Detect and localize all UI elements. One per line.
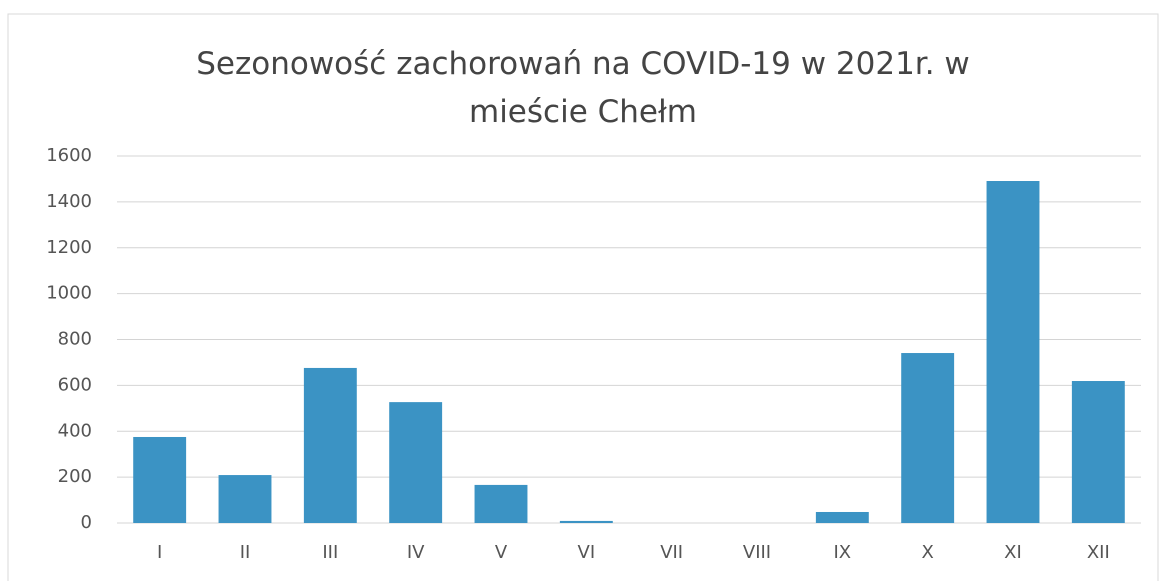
bar (218, 475, 272, 523)
bar (815, 511, 869, 523)
bar (901, 353, 955, 523)
bar (1071, 381, 1125, 523)
x-tick-label: VI (578, 542, 596, 563)
bar (474, 484, 528, 523)
x-tick-label: XI (1004, 542, 1022, 563)
y-tick-label: 400 (58, 420, 92, 441)
x-tick-label: I (157, 542, 162, 563)
bar (389, 402, 443, 523)
x-tick-label: X (921, 542, 933, 563)
x-tick-label: VIII (743, 542, 771, 563)
bar (133, 436, 187, 523)
y-tick-label: 1600 (46, 145, 92, 166)
y-tick-label: 0 (81, 512, 92, 533)
x-tick-label: VII (660, 542, 683, 563)
bar (559, 520, 613, 523)
x-tick-label: XII (1087, 542, 1110, 563)
chart-border (7, 13, 1159, 581)
x-tick-label: II (240, 542, 251, 563)
y-tick-label: 1000 (46, 283, 92, 304)
y-tick-label: 200 (58, 466, 92, 487)
y-tick-label: 1400 (46, 191, 92, 212)
x-tick-label: V (495, 542, 508, 563)
x-tick-label: IV (407, 542, 425, 563)
bar (303, 367, 357, 523)
bar (986, 181, 1040, 523)
y-tick-label: 1200 (46, 237, 92, 258)
y-tick-label: 600 (58, 374, 92, 395)
y-tick-label: 800 (58, 329, 92, 350)
chart-title: Sezonowość zachorowań na COVID-19 w 2021… (196, 46, 970, 130)
x-tick-label: IX (834, 542, 852, 563)
x-tick-label: III (322, 542, 338, 563)
